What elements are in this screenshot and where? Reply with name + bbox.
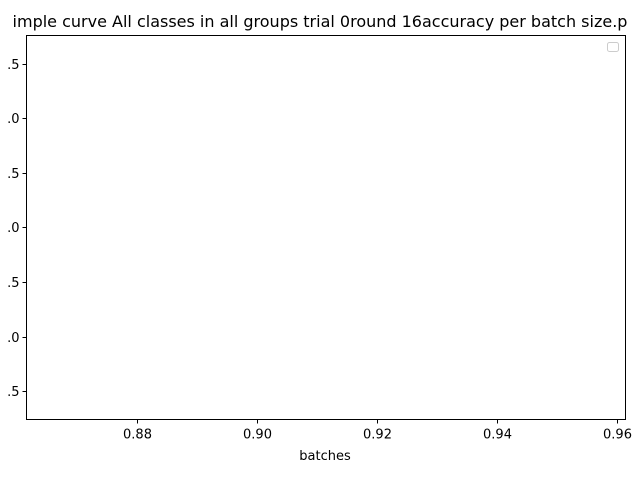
x-tick-label: 0.88 (123, 428, 152, 443)
chart-title: imple curve All classes in all groups tr… (13, 12, 628, 31)
plot-area (26, 35, 626, 420)
x-tick-label: 0.90 (243, 428, 272, 443)
y-tick-label: .5 (7, 58, 19, 73)
y-tick-label: .5 (7, 167, 19, 182)
y-tick-label: .0 (7, 112, 19, 127)
x-tick-label: 0.96 (603, 428, 632, 443)
y-tick-label: .5 (7, 276, 19, 291)
x-tick-label: 0.92 (363, 428, 392, 443)
y-tick-label: .5 (7, 385, 19, 400)
x-tick-label: 0.94 (483, 428, 512, 443)
legend (607, 42, 619, 52)
y-axis: .5 .0 .5 .0 .5 .0 .5 (7, 58, 27, 400)
y-tick-label: .0 (7, 331, 19, 346)
x-axis-label: batches (299, 449, 351, 464)
x-axis: 0.88 0.90 0.92 0.94 0.96 (123, 419, 632, 443)
y-tick-label: .0 (7, 221, 19, 236)
